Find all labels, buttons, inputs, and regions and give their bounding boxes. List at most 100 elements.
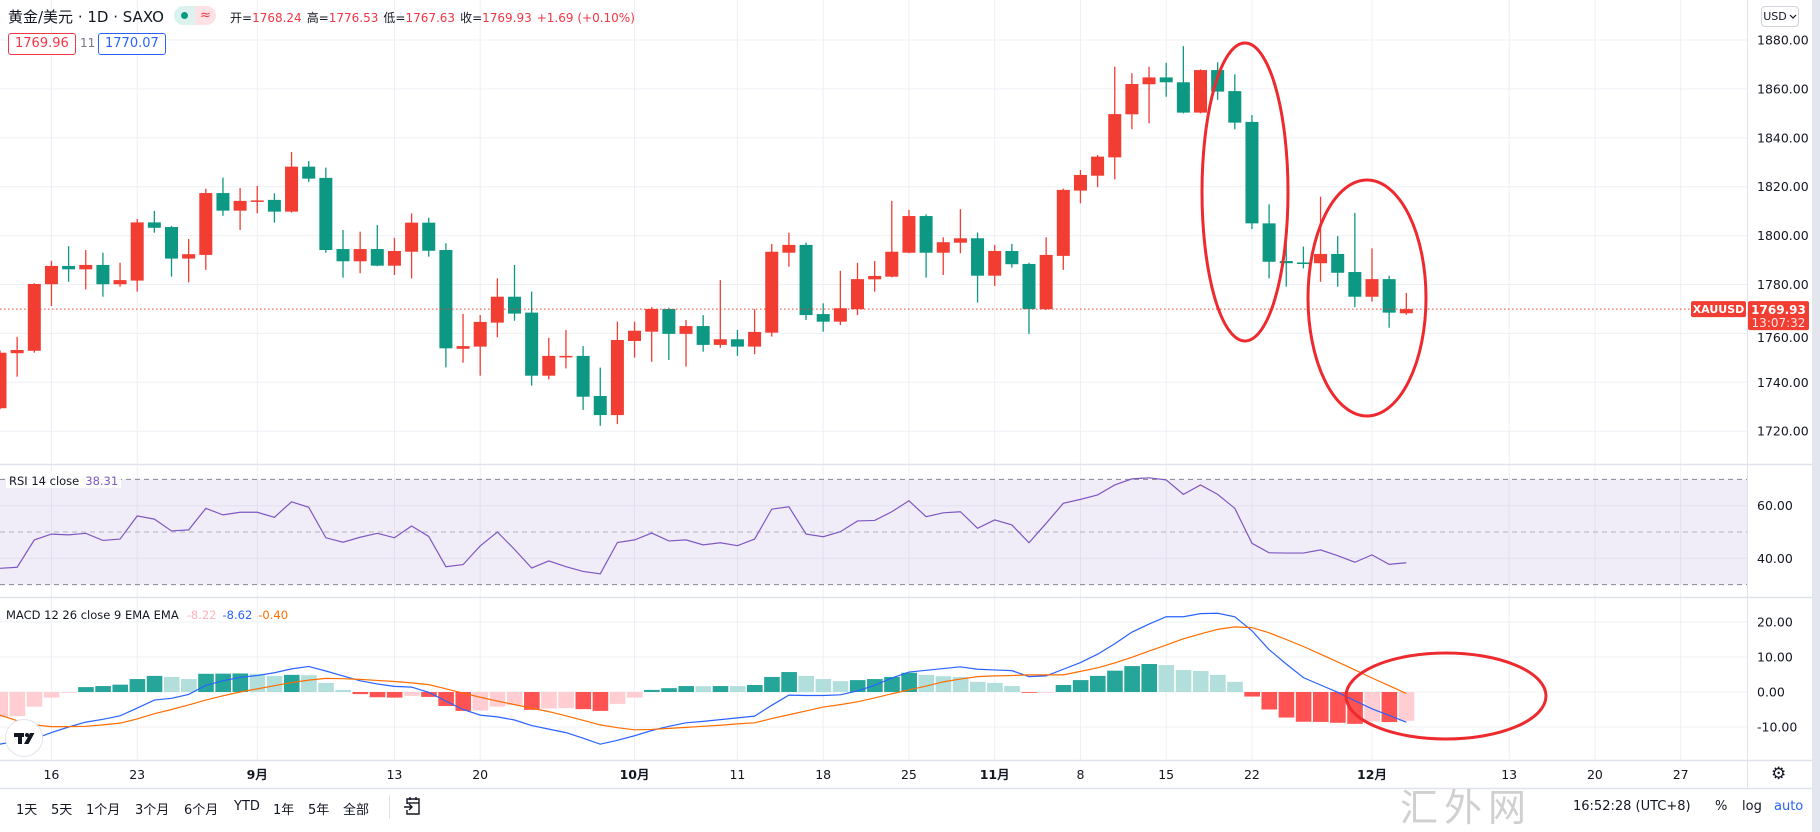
candle: [919, 214, 933, 278]
range-1d-button[interactable]: 1天: [16, 803, 38, 818]
range-1m-button[interactable]: 1个月: [86, 803, 121, 818]
range-ytd-button[interactable]: YTD: [234, 799, 260, 814]
candle: [10, 336, 24, 377]
macd-histogram-bar: [729, 686, 746, 692]
currency-dropdown[interactable]: USD: [1761, 6, 1799, 27]
macd-histogram-bar: [163, 676, 180, 692]
macd-histogram-bar: [815, 679, 832, 692]
candle-body: [387, 251, 401, 266]
candle-body: [182, 254, 196, 259]
candle: [1056, 188, 1070, 270]
macd-legend[interactable]: MACD 12 26 close 9 EMA EMA -8.22 -8.62 -0.4…: [6, 608, 288, 622]
candle: [559, 329, 573, 369]
time-tick-label: 15: [1158, 767, 1174, 782]
candle: [679, 319, 693, 367]
candle-body: [679, 326, 693, 334]
price-tick-label: 1740.00: [1757, 375, 1809, 390]
price-tick-label: 1860.00: [1757, 81, 1809, 96]
candle: [370, 225, 384, 267]
auto-scale-toggle[interactable]: auto: [1774, 799, 1804, 814]
macd-histogram-bar: [1021, 692, 1037, 693]
macd-histogram-bar: [1124, 666, 1140, 692]
rsi-legend[interactable]: RSI 14 close 38.31: [6, 474, 122, 488]
range-all-button[interactable]: 全部: [343, 803, 370, 818]
candle: [971, 232, 985, 303]
annotation-ellipse-consolidation[interactable]: [1306, 178, 1428, 418]
candle: [216, 177, 230, 216]
candle-body: [525, 312, 539, 376]
range-6m-button[interactable]: 6个月: [184, 803, 219, 818]
range-5y-button[interactable]: 5年: [308, 803, 330, 818]
candle: [199, 188, 213, 270]
candle: [1262, 204, 1276, 279]
macd-histogram-bar: [455, 692, 472, 711]
range-3m-button[interactable]: 3个月: [135, 803, 170, 818]
sell-price-button[interactable]: 1769.96: [8, 33, 76, 55]
candle: [696, 315, 710, 352]
macd-histogram-bar: [181, 679, 197, 692]
candle-body: [130, 222, 144, 281]
high-label: 高=: [306, 11, 329, 25]
axes-layer: 1880.001860.001840.001820.001800.001780.…: [43, 33, 1808, 783]
candle-body: [782, 244, 796, 253]
symbol-tag-bg: [1691, 301, 1746, 318]
candle-body: [1296, 262, 1310, 264]
candle-body: [559, 355, 573, 358]
candle-body: [1194, 70, 1207, 113]
macd-histogram-bar: [712, 686, 729, 692]
candle-body: [542, 355, 556, 376]
time-tick-label: 25: [901, 767, 917, 782]
clock-timezone[interactable]: 16:52:28 (UTC+8): [1573, 799, 1691, 814]
percent-scale-toggle[interactable]: %: [1715, 799, 1728, 814]
time-tick-label: 11: [729, 767, 745, 782]
macd-histogram-bar: [832, 681, 849, 692]
candle-body: [868, 275, 882, 280]
candle: [1314, 196, 1328, 282]
candle-body: [628, 330, 642, 341]
macd-histogram-bar: [472, 692, 489, 711]
candle-body: [1176, 82, 1190, 113]
candle-body: [1159, 77, 1173, 83]
page-scrollbar[interactable]: [1812, 0, 1820, 832]
rsi-tick-label: 40.00: [1757, 551, 1793, 566]
candle: [730, 329, 744, 356]
macd-histogram-bar: [129, 679, 146, 692]
macd-histogram-bar: [78, 687, 94, 692]
time-tick-label: 8: [1076, 767, 1084, 782]
candle-body: [62, 265, 76, 270]
candle: [422, 217, 436, 257]
annotation-ellipse-drop[interactable]: [1200, 41, 1290, 343]
gear-icon[interactable]: ⚙: [1771, 764, 1787, 784]
macd-histogram-bar: [386, 692, 403, 698]
symbol-title[interactable]: 黄金/美元 · 1D · SAXO: [8, 8, 164, 26]
macd-histogram-bar: [1175, 669, 1192, 692]
pane-separators: [0, 0, 1812, 790]
log-scale-toggle[interactable]: log: [1742, 799, 1762, 814]
candle: [165, 226, 178, 277]
buy-price-button[interactable]: 1770.07: [98, 33, 166, 55]
range-1y-button[interactable]: 1年: [273, 803, 295, 818]
macd-histogram-bar: [9, 692, 26, 717]
candle-body: [816, 314, 830, 322]
range-5d-button[interactable]: 5天: [51, 803, 73, 818]
candle-body: [422, 222, 436, 251]
candle-body: [1108, 114, 1122, 158]
candle: [1399, 292, 1413, 315]
annotation-ellipse-macd[interactable]: [1344, 651, 1548, 741]
goto-date-button[interactable]: [403, 795, 423, 817]
goto-date-icon: [404, 797, 420, 815]
tradingview-logo-icon: [14, 733, 35, 744]
market-status-pill[interactable]: ≈: [174, 6, 216, 25]
candle: [799, 242, 813, 320]
macd-histogram-bar: [26, 692, 43, 707]
macd-histogram-bar: [335, 689, 351, 692]
candle: [1022, 262, 1036, 334]
candle: [233, 187, 247, 230]
candle: [456, 313, 470, 363]
tradingview-logo[interactable]: [5, 719, 43, 757]
candle-body: [1056, 189, 1070, 256]
macd-histogram-bar: [283, 674, 300, 692]
time-tick-label: 13: [386, 767, 402, 782]
